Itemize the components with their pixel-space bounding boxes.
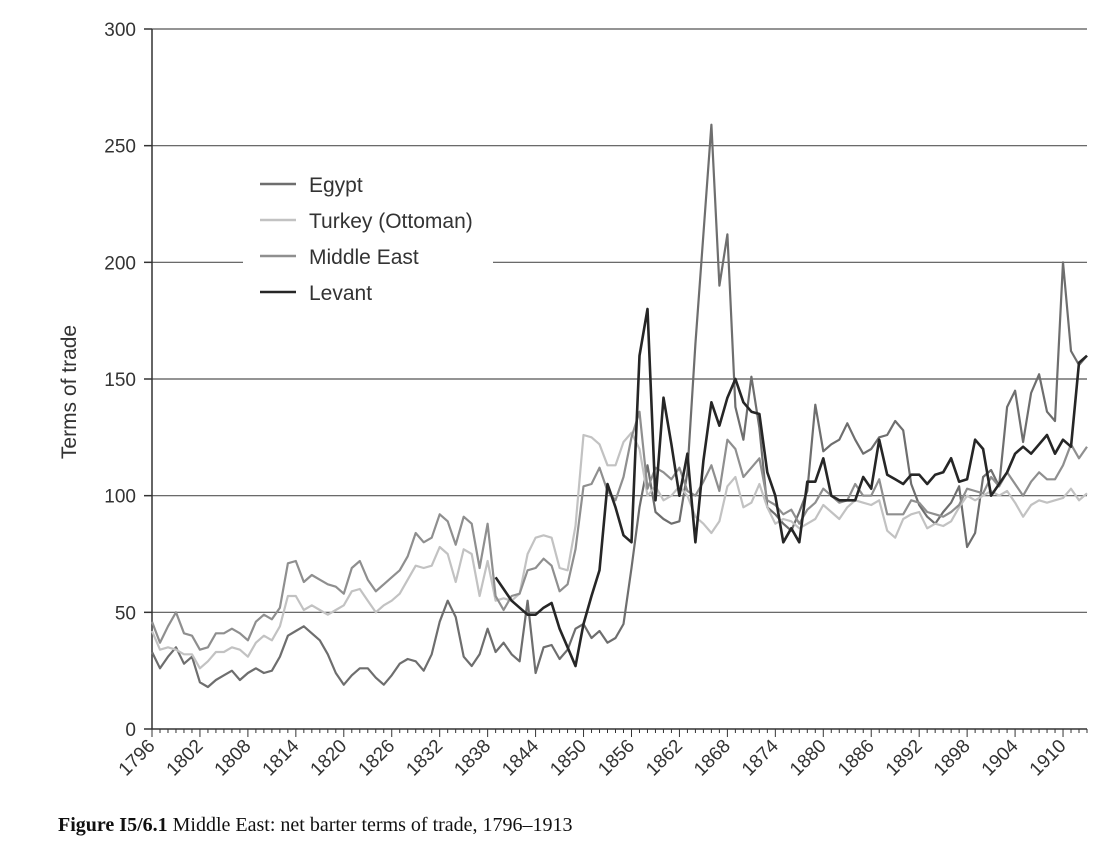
x-tick-label: 1832 [402, 736, 447, 781]
x-tick-label: 1898 [930, 736, 975, 781]
x-tick-label: 1808 [211, 736, 256, 781]
y-tick-label: 200 [104, 253, 136, 274]
x-tick-label: 1814 [259, 735, 304, 780]
y-tick-label: 100 [104, 487, 136, 508]
x-tick-label: 1796 [115, 736, 160, 781]
x-tick-label: 1904 [978, 735, 1023, 780]
y-tick-label: 300 [104, 20, 136, 41]
x-tick-label: 1862 [642, 736, 687, 781]
y-tick-label: 250 [104, 137, 136, 158]
legend: Egypt Turkey (Ottoman) Middle East Levant [243, 168, 493, 310]
x-tick-label: 1880 [786, 736, 831, 781]
caption-text: Middle East: net barter terms of trade, … [172, 814, 573, 836]
x-tick-label: 1850 [546, 736, 591, 781]
x-tick-label: 1826 [355, 736, 400, 781]
x-tick-label: 1886 [834, 736, 879, 781]
legend-label: Egypt [309, 174, 363, 197]
figure-caption: Figure I5/6.1 Middle East: net barter te… [58, 814, 573, 837]
series-lines [150, 123, 1088, 689]
y-tick-label: 50 [115, 603, 136, 624]
x-tick-label: 1838 [450, 736, 495, 781]
series-line-levant [494, 307, 1088, 668]
x-tick-label: 1820 [307, 736, 352, 781]
series-line-egypt [151, 123, 1088, 689]
x-tick-label: 1892 [882, 736, 927, 781]
x-tick-label: 1802 [163, 736, 208, 781]
legend-background [243, 168, 493, 310]
x-tick-label: 1874 [738, 735, 783, 780]
caption-label: Figure I5/6.1 [58, 814, 168, 836]
x-tick-label: 1910 [1026, 736, 1071, 781]
y-tick-label: 150 [104, 370, 136, 391]
x-tick-label: 1856 [594, 736, 639, 781]
legend-label: Turkey (Ottoman) [309, 210, 473, 233]
y-axis-label: Terms of trade [58, 325, 81, 459]
y-tick-label: 0 [125, 720, 136, 741]
legend-label: Middle East [309, 246, 419, 269]
legend-label: Levant [309, 282, 372, 305]
series-line-middle-east [150, 410, 1088, 651]
x-tick-label: 1868 [690, 736, 735, 781]
x-tick-label: 1844 [498, 735, 543, 780]
series-line-turkey-ottoman [150, 431, 1088, 670]
